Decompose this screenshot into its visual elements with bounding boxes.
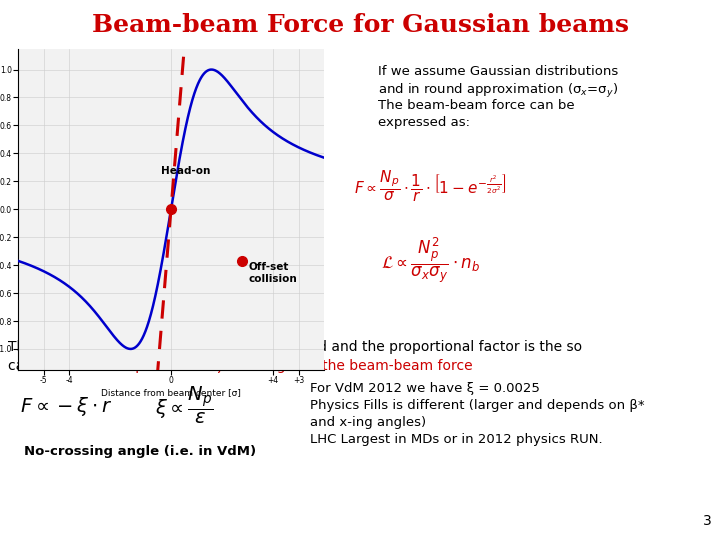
Text: For VdM 2012 we have ξ = 0.0025: For VdM 2012 we have ξ = 0.0025 — [310, 382, 540, 395]
Text: The beam-beam force can be: The beam-beam force can be — [378, 99, 575, 112]
Text: beam-beam parameter ξ → strength of the beam-beam force: beam-beam parameter ξ → strength of the … — [47, 359, 472, 373]
Text: Physics Fills is different (larger and depends on β*: Physics Fills is different (larger and d… — [310, 399, 644, 412]
Text: $\xi \propto \dfrac{N_p}{\epsilon}$: $\xi \propto \dfrac{N_p}{\epsilon}$ — [155, 385, 213, 426]
Text: and in round approximation (σ$_x$=σ$_y$): and in round approximation (σ$_x$=σ$_y$) — [378, 82, 618, 100]
Text: Beam-beam Force for Gaussian beams: Beam-beam Force for Gaussian beams — [91, 13, 629, 37]
Text: and x-ing angles): and x-ing angles) — [310, 416, 426, 429]
Text: If we assume Gaussian distributions: If we assume Gaussian distributions — [378, 65, 618, 78]
Text: Off-set
collision: Off-set collision — [249, 262, 297, 284]
Text: 3: 3 — [703, 514, 712, 528]
Text: called: called — [8, 359, 54, 373]
X-axis label: Distance from beam center [σ]: Distance from beam center [σ] — [101, 388, 241, 397]
Text: $\mathcal{L} \propto \dfrac{N_p^2}{\sigma_x \sigma_y} \cdot n_b$: $\mathcal{L} \propto \dfrac{N_p^2}{\sigm… — [381, 236, 480, 285]
Text: The force at small distances can be linearized and the proportional factor is th: The force at small distances can be line… — [8, 340, 582, 354]
Text: LHC Largest in MDs or in 2012 physics RUN.: LHC Largest in MDs or in 2012 physics RU… — [310, 433, 603, 446]
Text: Head-on: Head-on — [161, 166, 210, 176]
Text: $F \propto -\xi \cdot r$: $F \propto -\xi \cdot r$ — [20, 395, 112, 418]
Text: $F \propto \dfrac{N_p}{\sigma} \cdot \dfrac{1}{r} \cdot \left[1 - e^{-\frac{r^2}: $F \propto \dfrac{N_p}{\sigma} \cdot \df… — [354, 168, 506, 204]
Text: No-crossing angle (i.e. in VdM): No-crossing angle (i.e. in VdM) — [24, 445, 256, 458]
Text: expressed as:: expressed as: — [378, 116, 470, 129]
